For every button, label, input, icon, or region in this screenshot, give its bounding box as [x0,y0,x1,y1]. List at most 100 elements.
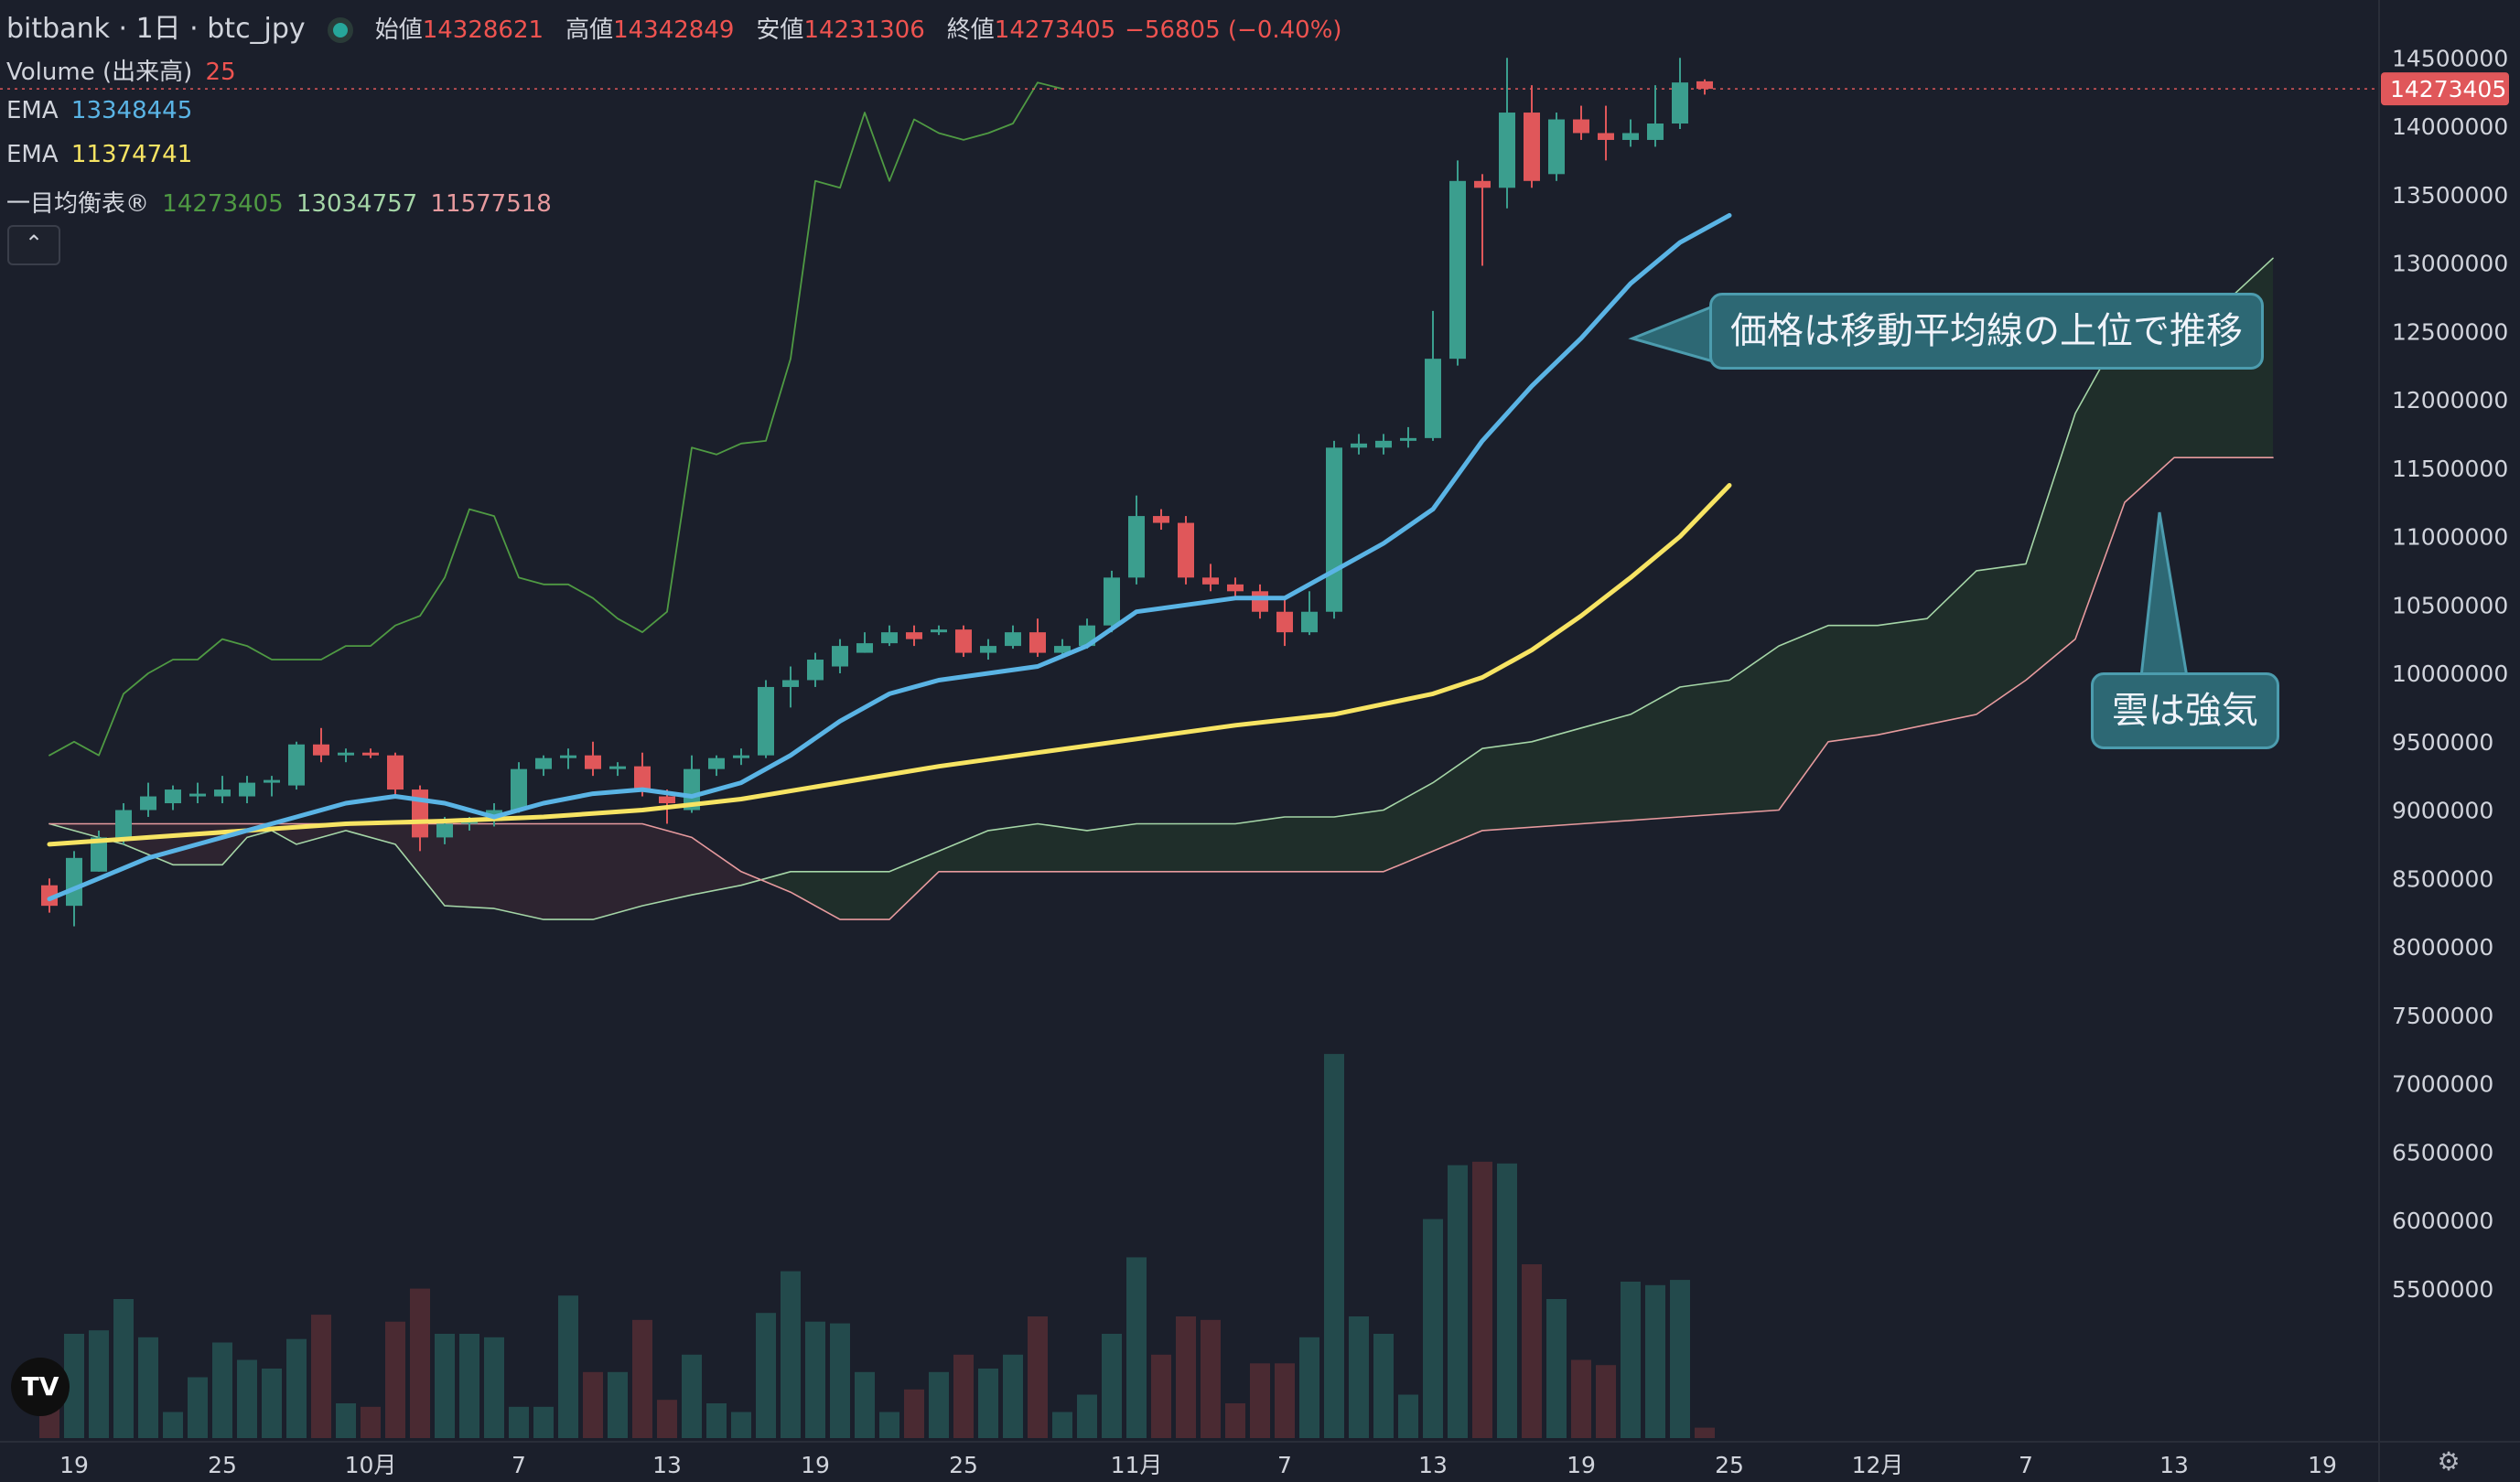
ichimoku-cloud-segment [1568,727,1581,825]
volume-bar [978,1369,998,1438]
ichimoku-cloud-segment [1395,796,1408,867]
ichimoku-cloud-segment [1433,774,1446,852]
candle-body [560,755,576,758]
volume-bar [1596,1365,1616,1438]
ichimoku-cloud-segment [86,823,99,838]
ichimoku-cloud-segment [1606,717,1619,822]
ichimoku-cloud-segment [1878,623,1890,736]
volume-bar [855,1371,875,1438]
ichimoku-legend[interactable]: 一目均衡表® 14273405 13034757 11577518 [6,185,557,219]
ichimoku-cloud-segment [469,823,482,908]
ichimoku-cloud-segment [1136,823,1149,872]
ichimoku-cloud-segment [827,871,840,920]
gear-icon[interactable]: ⚙ [2437,1446,2461,1477]
time-axis-label: 7 [1277,1452,1292,1478]
ema-fast-legend[interactable]: EMA 13348445 [6,97,198,124]
ichimoku-cloud-segment [1309,816,1322,872]
ema-slow-label: EMA [6,141,59,168]
ichimoku-cloud-segment [778,871,791,893]
ema-slow-legend[interactable]: EMA 11374741 [6,141,198,168]
ichimoku-cloud-segment [1865,625,1878,737]
ichimoku-cloud-segment [1470,748,1482,836]
ichimoku-cloud-segment [148,823,161,860]
volume-bar [1546,1299,1567,1438]
price-tick-label: 6500000 [2392,1139,2493,1165]
candle-body [758,686,774,756]
candle-body [511,768,527,811]
candle-body [881,632,898,644]
callout-price-above-ma: 価格は移動平均線の上位で推移 [1709,293,2264,370]
ichimoku-cloud-segment [1964,570,1976,717]
ichimoku-cloud-segment [544,823,556,920]
volume-bar [1621,1282,1641,1438]
candle-body [609,766,626,769]
ichimoku-cloud-segment [1321,816,1334,872]
ichimoku-value-1: 14273405 [162,190,284,218]
ichimoku-cloud-segment [2087,369,2100,606]
candle-body [338,752,354,756]
time-axis-label: 19 [2308,1452,2337,1478]
chevron-up-icon: ⌃ [24,231,44,256]
candle-body [733,755,749,758]
ichimoku-cloud-segment [605,823,618,917]
candle-body [1400,437,1416,441]
ichimoku-cloud-segment [1779,640,1792,811]
volume-bar [163,1412,183,1438]
candle-body [1449,180,1466,360]
ichimoku-cloud-segment [2038,489,2051,671]
price-tick-label: 11500000 [2392,456,2508,482]
tradingview-logo-icon[interactable]: TV [11,1358,70,1416]
ichimoku-cloud-segment [1013,825,1026,872]
volume-bar [781,1271,801,1438]
collapse-legend-button[interactable]: ⌃ [7,225,60,265]
candle-body [1005,632,1021,647]
candle-body [1326,447,1342,612]
ichimoku-cloud-segment [1384,803,1396,872]
volume-bar [1225,1403,1245,1438]
volume-bar [706,1403,727,1438]
price-tick-label: 12000000 [2392,387,2508,413]
volume-bar [138,1337,158,1438]
ichimoku-cloud-segment [2051,451,2063,660]
volume-bar [1176,1316,1196,1438]
candle-body [436,823,453,838]
ichimoku-cloud-segment [1359,811,1372,872]
ichimoku-cloud-segment [728,863,741,888]
ichimoku-cloud-segment [160,823,173,865]
ichimoku-cloud-segment [1593,721,1606,823]
ichimoku-cloud-segment [1655,693,1668,819]
ichimoku-cloud-segment [939,845,952,872]
ichimoku-cloud-segment [1038,823,1050,872]
candle-body [387,755,404,790]
ichimoku-cloud-segment [1458,757,1470,842]
ichimoku-cloud-segment [926,851,939,884]
ichimoku-cloud-segment [1173,823,1186,872]
candle-body [659,796,675,804]
high-label: 高値 [565,16,614,44]
ichimoku-cloud-segment [667,830,680,901]
ichimoku-cloud-segment [1334,815,1347,872]
ichimoku-cloud-segment [2075,391,2088,639]
close-label: 終値 [946,16,995,44]
price-tick-label: 10000000 [2392,660,2508,687]
volume-legend[interactable]: Volume (出来高) 25 [6,53,242,87]
ichimoku-cloud-segment [1717,680,1729,815]
ichimoku-cloud-segment [1222,823,1235,872]
ema-slow-value: 11374741 [70,141,193,168]
ichimoku-cloud-segment [358,823,371,838]
volume-bar [953,1354,974,1438]
ichimoku-cloud-segment [679,833,692,898]
ichimoku-cloud-segment [1988,567,2001,706]
senkou-span-b-line [48,456,2274,920]
volume-bar [1126,1257,1147,1438]
ichimoku-cloud-segment [1741,662,1754,813]
candle-body [634,766,651,790]
candle-body [1153,516,1169,523]
candle-body [239,782,255,797]
volume-bar [830,1323,850,1438]
ichimoku-cloud-segment [494,823,507,912]
candle-body [288,744,305,786]
volume-bar [212,1342,232,1438]
ichimoku-cloud-segment [1976,569,1989,714]
ichimoku-cloud-segment [531,823,544,920]
